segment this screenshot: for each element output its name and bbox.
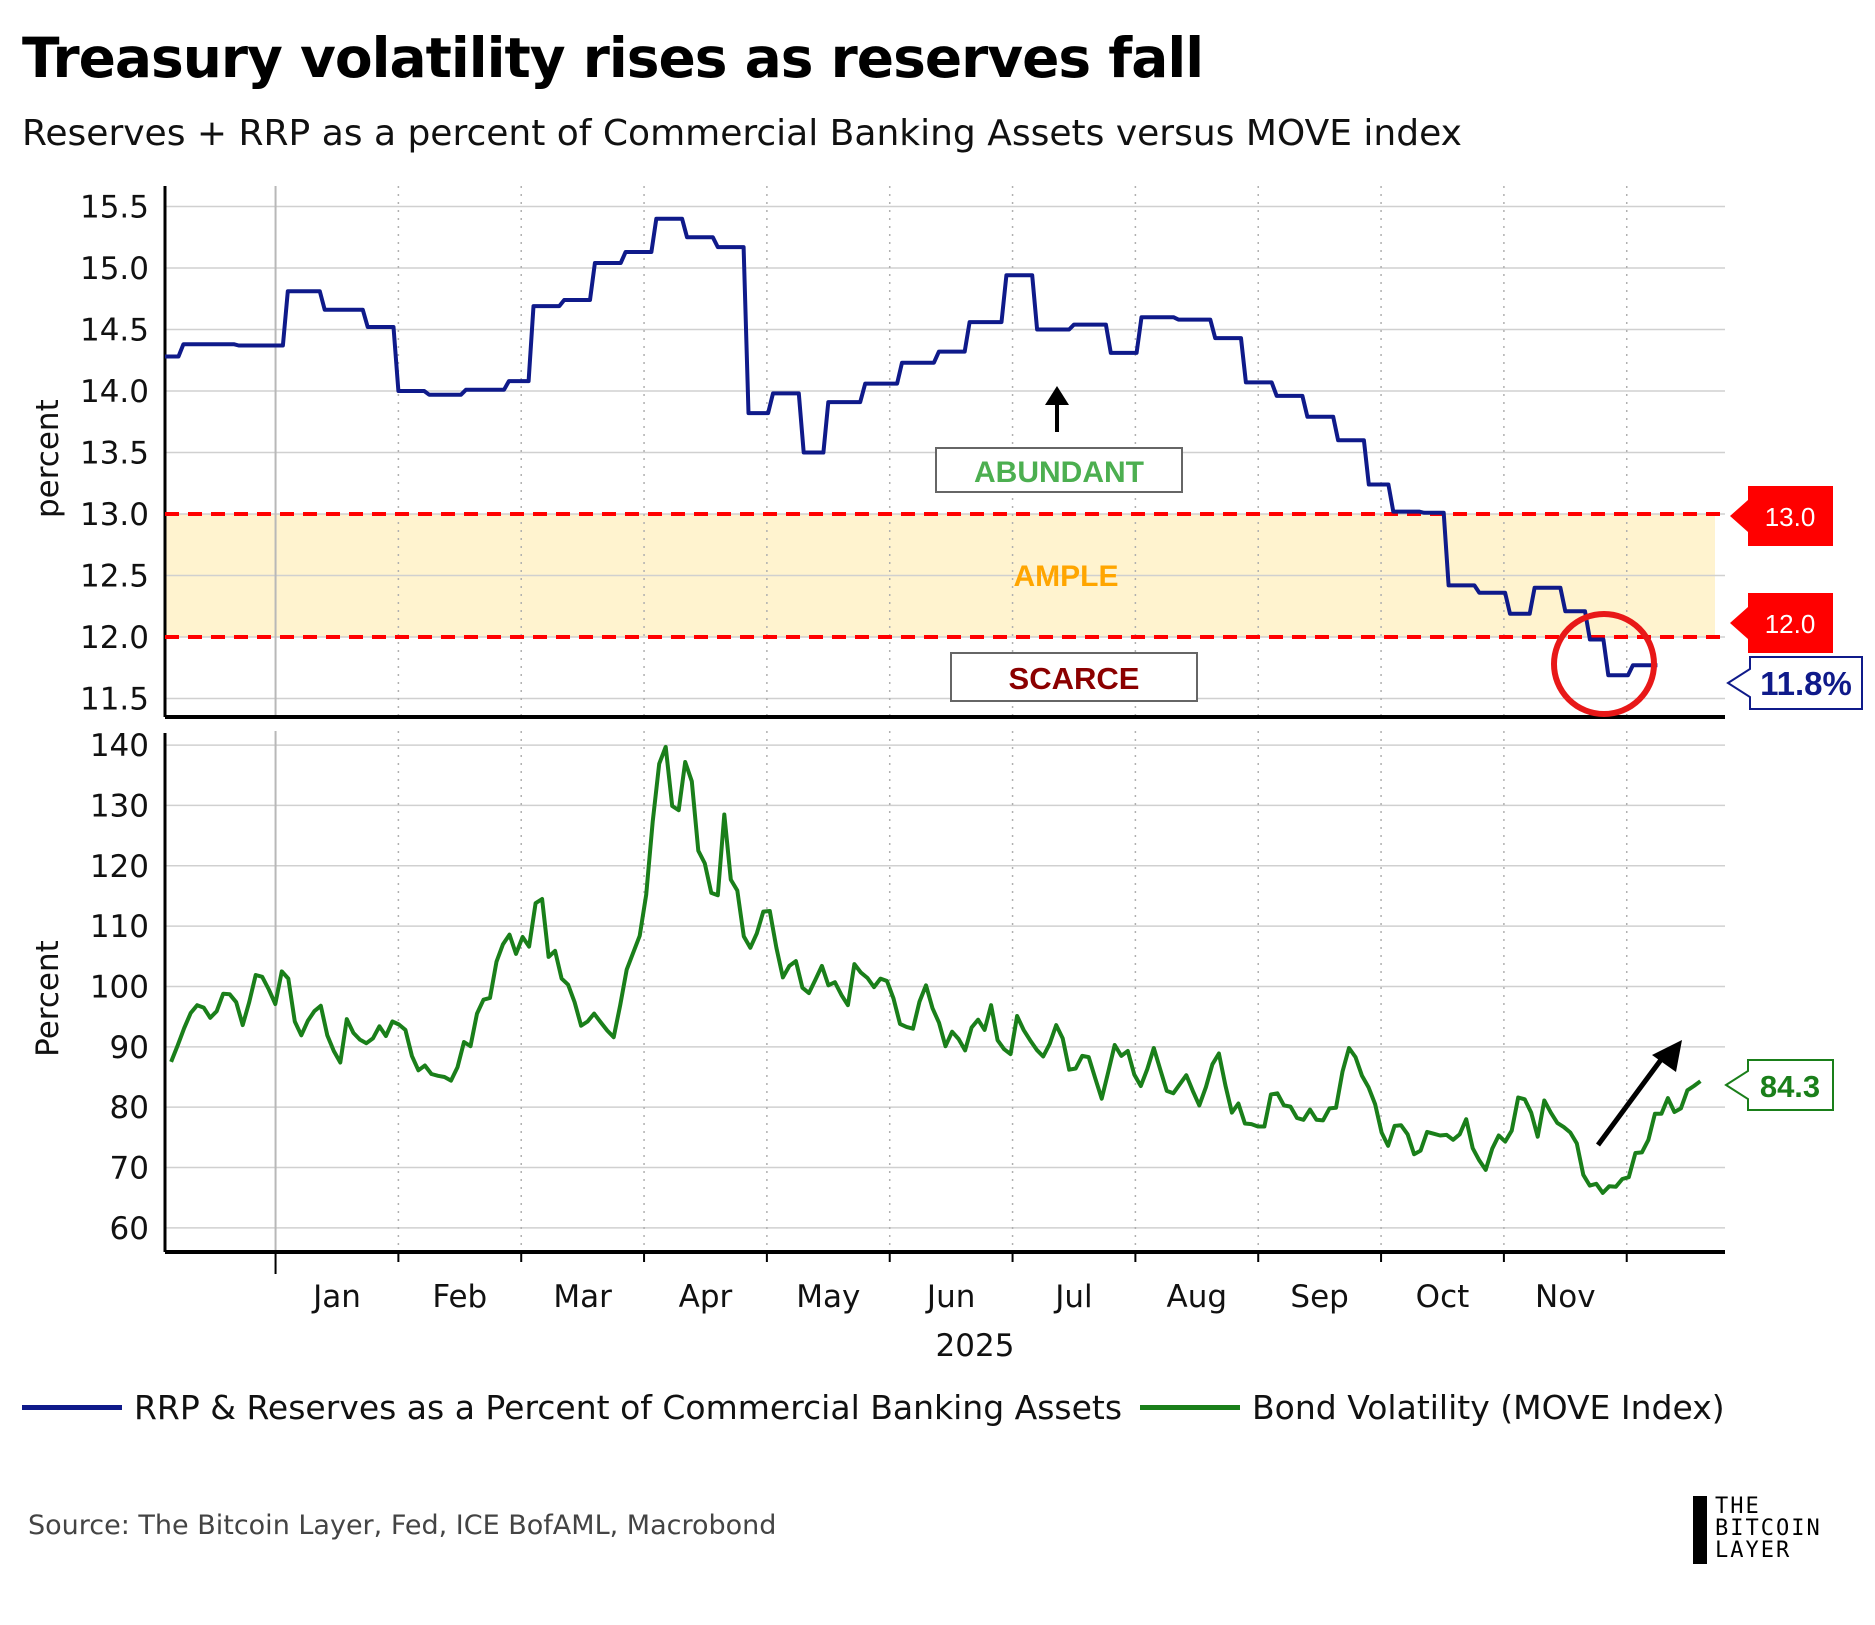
threshold-label: 13.0 [1765,502,1816,532]
last-value-tag-move [1724,1059,1834,1111]
legend-item-move: Bond Volatility (MOVE Index) [1140,1388,1725,1427]
y-tick-label-bottom: 60 [110,1211,149,1247]
last-value-tag-reserves [1726,656,1863,710]
y-tick-label-top: 15.5 [80,189,149,225]
legend-swatch-reserves [22,1405,122,1410]
x-month-label: Jun [925,1279,975,1315]
threshold-tag [1730,486,1833,547]
y-tick-label-bottom: 140 [90,728,149,764]
y-tick-label-bottom: 70 [110,1151,149,1187]
move-series-line [169,744,1702,1195]
y-tick-label-top: 14.5 [80,312,149,348]
x-month-label: May [796,1279,860,1315]
abundant-box [935,447,1183,493]
abundant-label: ABUNDANT [974,456,1144,489]
threshold-label: 12.0 [1765,609,1816,639]
logo-bar-icon [1693,1496,1707,1564]
y-tick-label-top: 12.0 [80,620,149,656]
y-tick-label-top: 14.0 [80,374,149,410]
y-tick-label-top: 13.5 [80,436,149,472]
y-tick-label-bottom: 110 [90,909,149,945]
x-month-label: Apr [679,1279,733,1315]
y-tick-label-bottom: 80 [110,1090,149,1126]
last-value-label-move: 84.3 [1760,1069,1820,1104]
legend-label-reserves: RRP & Reserves as a Percent of Commercia… [134,1388,1123,1427]
x-month-label: Mar [553,1279,612,1315]
diag-arrow-shaft [1595,1055,1666,1147]
y-axis-title-top: percent [30,399,66,518]
bitcoin-layer-logo: THE BITCOIN LAYER [1693,1496,1822,1564]
x-month-label: Feb [432,1279,487,1315]
y-tick-label-top: 11.5 [80,682,149,718]
x-month-label: Oct [1416,1279,1470,1315]
highlight-circle [1551,611,1657,717]
x-month-label: Nov [1535,1279,1596,1315]
x-month-label: Jul [1053,1279,1092,1315]
y-tick-label-bottom: 120 [90,849,149,885]
chart-title: Treasury volatility rises as reserves fa… [22,26,1204,90]
ample-label: AMPLE [1014,560,1119,593]
y-axis-title-bottom: Percent [30,940,66,1057]
y-tick-label-top: 15.0 [80,251,149,287]
y-tick-label-top: 13.0 [80,497,149,533]
scarce-label: SCARCE [1009,661,1140,696]
logo-line-2: BITCOIN [1715,1516,1822,1541]
legend: RRP & Reserves as a Percent of Commercia… [22,1388,1743,1427]
logo-line-3: LAYER [1715,1538,1792,1563]
x-year-label: 2025 [936,1328,1015,1364]
x-month-label: Aug [1167,1279,1228,1315]
up-arrow-icon [1045,386,1069,405]
legend-item-reserves: RRP & Reserves as a Percent of Commercia… [22,1388,1122,1427]
diag-arrow-icon [1652,1040,1682,1072]
last-value-label-reserves: 11.8% [1760,665,1852,702]
scarce-box [950,652,1198,702]
legend-swatch-move [1140,1405,1241,1410]
x-month-label: Jan [311,1279,361,1315]
reserves-series-line [165,216,1658,678]
logo-text: THE BITCOIN LAYER [1715,1496,1822,1564]
y-tick-label-bottom: 130 [90,788,149,824]
legend-label-move: Bond Volatility (MOVE Index) [1252,1388,1725,1427]
chart-subtitle: Reserves + RRP as a percent of Commercia… [22,113,1462,154]
threshold-tag [1730,593,1833,654]
y-tick-label-bottom: 90 [110,1030,149,1066]
y-tick-label-bottom: 100 [90,969,149,1005]
logo-line-1: THE [1715,1494,1761,1519]
x-month-label: Sep [1290,1279,1348,1315]
source-note: Source: The Bitcoin Layer, Fed, ICE BofA… [28,1510,777,1541]
y-tick-label-top: 12.5 [80,559,149,595]
